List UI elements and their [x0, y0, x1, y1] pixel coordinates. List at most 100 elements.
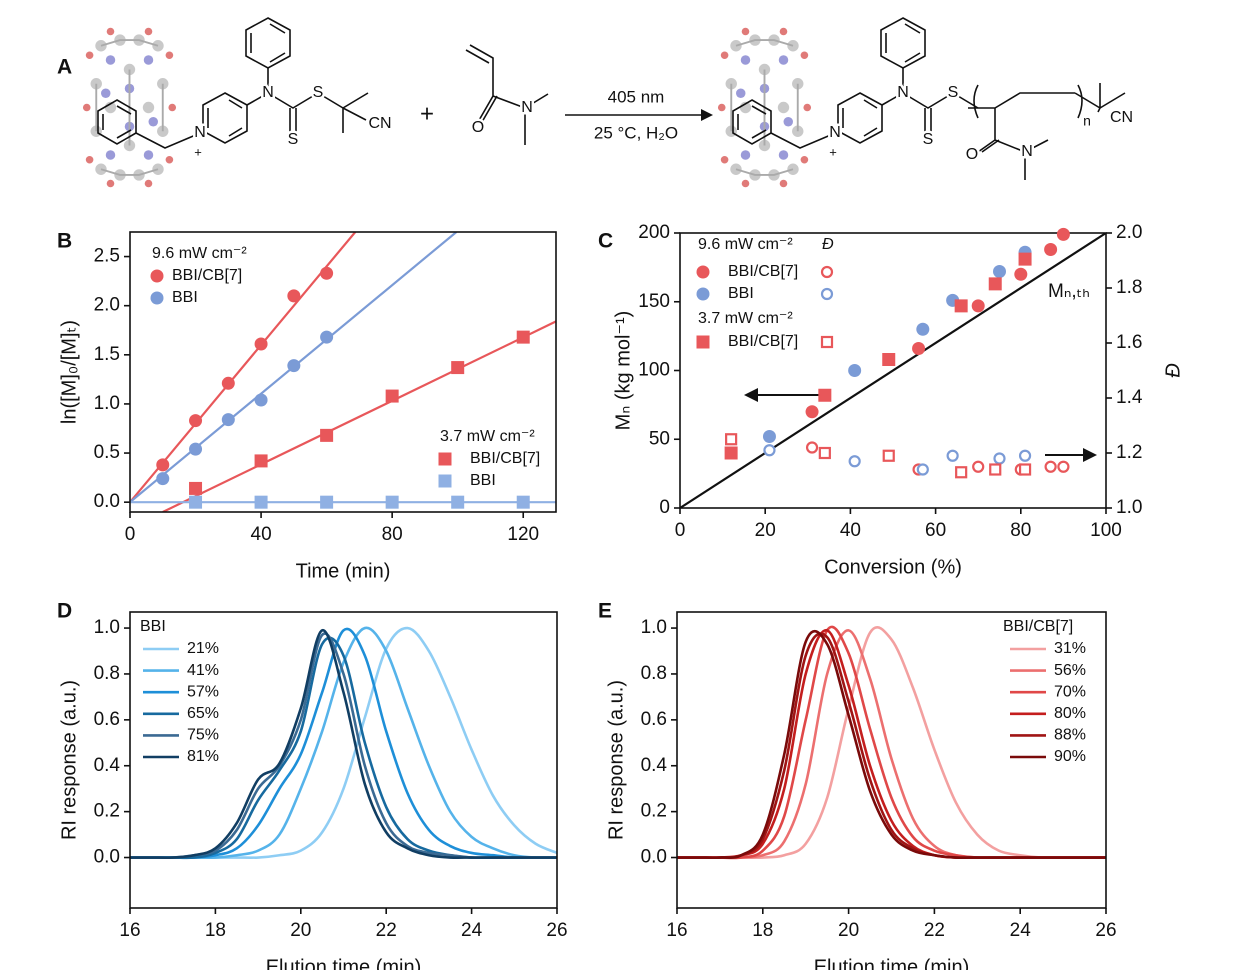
marker	[724, 446, 738, 460]
monomer: O N	[465, 44, 549, 145]
x-tick-label: 80	[382, 524, 403, 545]
marker	[320, 495, 334, 509]
legend-title: 3.7 mW cm⁻²	[440, 428, 535, 445]
y-tick-label: 0.5	[94, 442, 120, 463]
x-tick-label: 0	[675, 520, 686, 541]
legend-label: 41%	[187, 662, 219, 679]
marker	[763, 444, 776, 457]
y2-tick-label: 1.4	[1116, 387, 1143, 408]
y2-tick-label: 1.2	[1116, 442, 1142, 463]
y-tick-label: 150	[638, 291, 670, 312]
x-tick-label: 24	[1010, 920, 1032, 941]
marker	[156, 472, 170, 486]
marker	[993, 452, 1006, 465]
plot-area	[680, 233, 1106, 508]
x-tick-label: 18	[205, 920, 226, 941]
x-tick-label: 120	[507, 524, 539, 545]
legend-label: BBI	[172, 289, 198, 306]
pyridinium	[837, 92, 883, 144]
marker	[254, 454, 268, 468]
legend-label: 90%	[1054, 748, 1086, 765]
marker	[916, 322, 930, 336]
atom: N	[1021, 143, 1033, 160]
legend-label: BBI/CB[7]	[470, 450, 540, 467]
marker	[385, 495, 399, 509]
marker	[516, 495, 530, 509]
marker	[287, 289, 301, 303]
x-axis-label: Elution time (min)	[266, 956, 422, 970]
marker	[451, 361, 465, 375]
atom: O	[472, 119, 484, 136]
panel-label: D	[57, 600, 72, 623]
x-tick-label: 40	[251, 524, 272, 545]
x-tick-label: 20	[290, 920, 311, 941]
arrow-head	[701, 109, 713, 121]
y-tick-label: 1.0	[641, 617, 667, 638]
x-axis-label: Time (min)	[296, 560, 391, 582]
legend-label: BBI	[470, 472, 496, 489]
trace	[677, 629, 1106, 859]
fit-line	[162, 320, 556, 512]
marker	[820, 265, 834, 279]
marker	[1018, 252, 1032, 266]
condition: 405 nm	[608, 87, 665, 106]
atom: N	[262, 84, 274, 101]
charge: +	[194, 144, 202, 159]
marker	[955, 466, 968, 479]
arrow-head	[744, 388, 758, 402]
y-tick-label: 0.4	[641, 755, 668, 776]
legend-label: 81%	[187, 748, 219, 765]
marker	[972, 460, 985, 473]
marker	[1018, 463, 1032, 476]
marker	[156, 458, 170, 472]
y-axis-label: RI response (a.u.)	[605, 680, 627, 840]
marker	[438, 474, 452, 488]
panel-label: E	[598, 600, 612, 623]
bond	[770, 132, 834, 149]
marker	[320, 428, 334, 442]
polymer-bonds	[968, 83, 1126, 180]
annotation: Mₙ,ₜₕ	[1048, 281, 1090, 302]
marker	[1044, 460, 1057, 473]
y2-tick-label: 1.6	[1116, 332, 1142, 353]
x-axis-label: Conversion (%)	[824, 556, 962, 578]
marker	[189, 414, 203, 428]
marker	[438, 452, 452, 466]
legend-label: BBI/CB[7]	[728, 333, 798, 350]
marker	[725, 433, 738, 446]
legend-label: 80%	[1054, 705, 1086, 722]
x-tick-label: 100	[1090, 520, 1122, 541]
axes-frame	[676, 611, 1107, 909]
x-tick-label: 16	[119, 920, 140, 941]
panel-label: A	[57, 56, 72, 79]
x-tick-label: 22	[376, 920, 397, 941]
y-tick-label: 0.6	[641, 709, 667, 730]
plot-area	[677, 625, 1106, 860]
y-tick-label: 0.4	[94, 755, 121, 776]
atom: N	[829, 124, 841, 141]
panel-label: B	[57, 230, 72, 253]
fit-line	[130, 232, 357, 503]
legend-title: 9.6 mW cm⁻²	[152, 245, 247, 262]
legend-title: BBI/CB[7]	[1003, 618, 1073, 635]
legend-title: 9.6 mW cm⁻²	[698, 236, 793, 253]
x-tick-label: 20	[755, 520, 776, 541]
x-tick-label: 24	[461, 920, 483, 941]
x-tick-label: 0	[125, 524, 136, 545]
legend-label: 65%	[187, 705, 219, 722]
y-tick-label: 0.8	[94, 663, 120, 684]
repeat-count: n	[1083, 113, 1091, 129]
marker	[221, 413, 235, 427]
plus: +	[420, 100, 434, 127]
y-tick-label: 50	[649, 428, 670, 449]
legend-label: 70%	[1054, 683, 1086, 700]
marker	[254, 337, 268, 351]
legend-label: 56%	[1054, 662, 1086, 679]
x-tick-label: 16	[666, 920, 687, 941]
marker	[805, 441, 819, 454]
atom: N	[194, 124, 206, 141]
marker	[150, 269, 164, 283]
legend-label: 31%	[1054, 640, 1086, 657]
atom: N	[897, 84, 909, 101]
